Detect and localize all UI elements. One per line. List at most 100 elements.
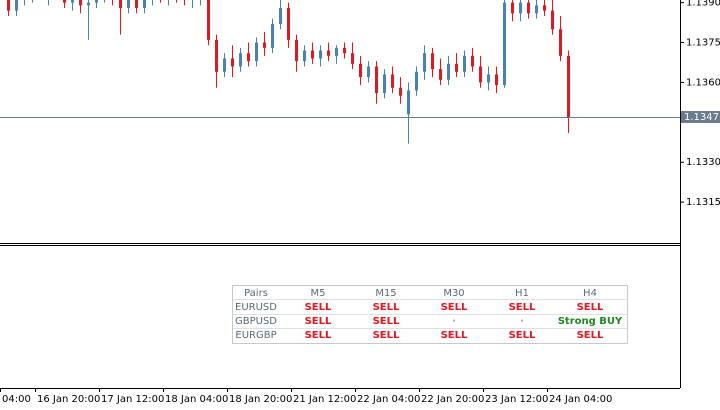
candle-body [295, 39, 298, 62]
candle-body [271, 23, 274, 48]
candle-body [63, 0, 66, 3]
signal: SELL [305, 302, 332, 313]
candle-body [503, 2, 506, 86]
y-tick-label: 1.1360 [686, 77, 720, 88]
candle-body [543, 5, 546, 11]
candle-body [511, 2, 514, 14]
candle-body [71, 0, 74, 3]
x-tick-label: 21 Jan 12:00 [293, 394, 356, 405]
x-tick-label: 17 Jan 12:00 [101, 394, 164, 405]
signal: SELL [509, 330, 536, 341]
signal-table: Pairs M5 M15 M30 H1 H4 EURUSD SELL SELL SELL SELL S… [232, 285, 628, 344]
candle-body [287, 7, 290, 40]
candle-body [143, 0, 146, 8]
candle-body [423, 53, 426, 72]
x-tick-label: 22 Jan 20:00 [421, 394, 484, 405]
signal: SELL [441, 330, 468, 341]
table-header: Pairs [244, 288, 268, 299]
candle-body [7, 0, 10, 11]
candle-body [263, 42, 266, 48]
candle-body [407, 90, 410, 115]
signal: · [520, 316, 524, 327]
pair-name: EURUSD [235, 302, 277, 313]
candle-body [79, 0, 82, 6]
pair-name: EURGBP [235, 330, 276, 341]
x-tick-label: 23 Jan 12:00 [485, 394, 548, 405]
candle-body [135, 0, 138, 8]
candle-body [367, 66, 370, 78]
table-header: H4 [583, 288, 597, 299]
candles [7, 0, 570, 144]
candle-body [431, 53, 434, 70]
candle-body [415, 71, 418, 91]
candle-body [255, 42, 258, 62]
candle-body [119, 0, 122, 8]
candle-body [359, 63, 362, 78]
signal: SELL [305, 330, 332, 341]
candle-body [567, 55, 570, 118]
candle-body [439, 69, 442, 80]
y-tick-label: 1.1330 [686, 157, 720, 168]
candle-body [535, 5, 538, 14]
signal: SELL [305, 316, 332, 327]
candle-body [351, 53, 354, 64]
candle-body [223, 58, 226, 72]
table-header: M15 [375, 288, 396, 299]
candle-body [231, 58, 234, 67]
x-tick-label: 16 Jan 20:00 [37, 394, 100, 405]
candle-body [335, 47, 338, 56]
candle-body [479, 66, 482, 83]
y-tick-label: 1.1315 [686, 197, 720, 208]
candle-body [487, 74, 490, 83]
y-tick-label: 1.1390 [686, 0, 720, 9]
x-tick-label: 18 Jan 20:00 [229, 394, 292, 405]
candle-body [559, 29, 562, 56]
x-tick-label: 18 Jan 04:00 [165, 394, 228, 405]
candle-body [519, 2, 522, 14]
signal: SELL [577, 302, 604, 313]
candle-body [375, 66, 378, 94]
signal: SELL [373, 302, 400, 313]
x-tick-label: 24 Jan 04:00 [549, 394, 612, 405]
x-tick-label: 22 Jan 04:00 [357, 394, 420, 405]
candle-body [399, 87, 402, 96]
last-price-label: 1.1347 [684, 112, 719, 123]
signal: SELL [509, 302, 536, 313]
candle-body [239, 53, 242, 67]
signal: SELL [577, 330, 604, 341]
candle-body [527, 2, 530, 14]
candle-body [303, 50, 306, 62]
candle-body [383, 74, 386, 94]
candle-body [247, 53, 250, 62]
candle-body [551, 10, 554, 30]
signal: SELL [441, 302, 468, 313]
signal: SELL [373, 316, 400, 327]
candle-body [343, 47, 346, 54]
table-header: M30 [443, 288, 464, 299]
candle-body [391, 74, 394, 88]
candle-body [127, 0, 130, 8]
table-header: H1 [515, 288, 529, 299]
candle-body [87, 2, 90, 6]
candle-body [495, 74, 498, 86]
signal: · [452, 316, 456, 327]
pair-name: GBPUSD [235, 316, 277, 327]
signal: Strong BUY [558, 316, 623, 327]
candle-body [311, 50, 314, 59]
signal: SELL [373, 330, 400, 341]
x-tick-label: 04:00 [2, 394, 31, 405]
last-price-box [681, 111, 720, 124]
candle-body [207, 0, 210, 40]
y-tick-label: 1.1375 [686, 38, 720, 49]
candle-body [327, 50, 330, 56]
table-header: M5 [311, 288, 326, 299]
candle-body [95, 0, 98, 3]
candle-body [319, 50, 322, 59]
candle-body [455, 63, 458, 72]
candle-body [215, 39, 218, 72]
candle-body [279, 7, 282, 24]
candle-body [463, 55, 466, 72]
candle-body [15, 0, 18, 11]
candle-body [447, 63, 450, 80]
